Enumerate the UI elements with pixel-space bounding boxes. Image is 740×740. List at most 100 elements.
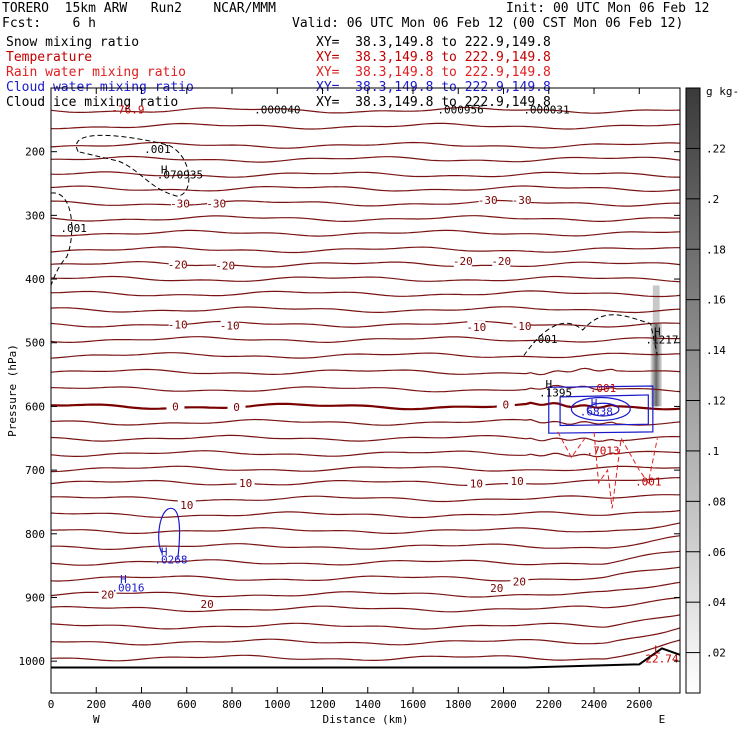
- isotherm-label-bg: [168, 258, 187, 271]
- isotherm-label: -20: [453, 255, 473, 268]
- isotherm-line: [50, 596, 681, 613]
- isotherm-line: [50, 401, 681, 411]
- x-tick-label: 0: [48, 698, 55, 711]
- colorbar-tick-label: .16: [706, 294, 726, 307]
- isotherm-label-bg: [508, 474, 527, 487]
- extremum-label: H: [161, 546, 168, 559]
- cloud-water-contour: [586, 402, 620, 417]
- isotherm-line: [50, 434, 681, 443]
- isotherm-label-bg: [220, 319, 239, 332]
- colorbar-tick-label: .18: [706, 243, 726, 256]
- colorbar: [685, 87, 701, 694]
- isotherm-line: [50, 155, 681, 163]
- legend-name-snow: Snow mixing ratio: [6, 35, 140, 50]
- y-tick-label: 500: [25, 337, 45, 350]
- y-tick-label: 1000: [19, 655, 46, 668]
- isotherm-line: [50, 581, 681, 598]
- isotherm-label: 0: [233, 401, 240, 414]
- isotherm-label: -10: [512, 320, 532, 333]
- isotherm-label-bg: [227, 401, 246, 414]
- extremum-label: H: [591, 397, 598, 410]
- x-tick-label: 1000: [264, 698, 291, 711]
- extremum-label: .1217: [645, 334, 678, 347]
- isotherm-line: [50, 246, 680, 254]
- isotherm-label-bg: [467, 477, 486, 490]
- x-tick-label: 200: [86, 698, 106, 711]
- colorbar-tick-label: .22: [706, 142, 726, 155]
- isotherm-label: -10: [220, 320, 240, 333]
- ice-shading: [650, 323, 662, 407]
- isotherm-line: [50, 215, 680, 223]
- isotherm-line: [50, 550, 681, 566]
- y-tick-label: 800: [25, 528, 45, 541]
- isotherm-line: [50, 336, 681, 344]
- y-tick-label: 700: [25, 464, 45, 477]
- isotherm-label-bg: [177, 499, 196, 512]
- isotherm-label-bg: [216, 259, 235, 272]
- valid-time: Valid: 06 UTC Mon 06 Feb 12 (00 CST Mon …: [292, 16, 684, 31]
- isotherm-label-bg: [207, 197, 226, 210]
- isotherm-line: [50, 352, 681, 359]
- isotherm-label: 10: [239, 477, 252, 490]
- isotherm-line: [51, 522, 681, 534]
- isotherm-line: [51, 535, 681, 551]
- colorbar-tick-label: .08: [706, 495, 726, 508]
- rain-contour: [557, 431, 586, 459]
- colorbar-tick-label: .2: [706, 193, 719, 206]
- isotherm-line: [50, 465, 681, 473]
- legend-xy-temperature: XY= 38.3,149.8 to 222.9,149.8: [316, 50, 551, 65]
- legend-name-rain: Rain water mixing ratio: [6, 65, 187, 80]
- extremum-label: .001: [635, 476, 662, 489]
- extremum-label: H: [654, 325, 661, 338]
- isotherm-label: -30: [206, 197, 226, 210]
- isotherm-label-bg: [198, 597, 217, 610]
- isotherm-line: [51, 199, 680, 207]
- plot-frame: [50, 87, 681, 694]
- isotherm-label-bg: [487, 581, 506, 594]
- y-tick-label: 400: [25, 273, 45, 286]
- snow-contour: [75, 134, 190, 197]
- isotherm-line: [50, 639, 681, 662]
- colorbar-tick-label: .06: [706, 546, 726, 559]
- isotherm-label: -20: [491, 255, 511, 268]
- extremum-label: H: [545, 378, 552, 391]
- legend-xy-cloud-ice: XY= 38.3,149.8 to 222.9,149.8: [316, 95, 551, 110]
- y-axis-title: Pressure (hPa): [6, 344, 19, 437]
- isotherm-line: [50, 627, 681, 646]
- isotherm-label-bg: [478, 194, 497, 207]
- colorbar-tick-label: .1: [706, 445, 719, 458]
- isotherm-label-bg: [453, 255, 472, 268]
- isotherm-line: [50, 171, 680, 178]
- x-tick-label: 600: [177, 698, 197, 711]
- x-endpoint-east: E: [659, 713, 666, 726]
- x-tick-label: 1200: [309, 698, 336, 711]
- isotherm-line: [50, 275, 681, 283]
- isotherm-label-bg: [166, 400, 185, 413]
- isotherm-label: 10: [180, 499, 193, 512]
- isotherm-label-bg: [510, 575, 529, 588]
- isotherm-label: -10: [168, 318, 188, 331]
- isotherm-label-bg: [512, 194, 531, 207]
- snow-contour: [523, 314, 658, 356]
- extremum-label: .7013: [587, 444, 620, 457]
- isotherm-label: 10: [470, 477, 483, 490]
- isotherm-line: [50, 367, 681, 376]
- isotherm-line: [50, 185, 681, 193]
- isotherm-line: [50, 418, 681, 426]
- extremum-label: .0268: [154, 553, 187, 566]
- isotherm-label: 0: [502, 399, 509, 412]
- ice-shading-top: [652, 285, 660, 324]
- x-tick-label: 2600: [626, 698, 653, 711]
- x-endpoint-west: W: [93, 713, 100, 726]
- extremum-label: H: [120, 573, 127, 586]
- isotherm-label: 10: [510, 475, 523, 488]
- isotherm-line: [50, 260, 681, 268]
- isotherm-label-bg: [467, 320, 486, 333]
- y-tick-label: 600: [25, 400, 45, 413]
- snow-contour: [50, 192, 73, 286]
- isotherm-label: -30: [512, 194, 532, 207]
- init-time: Init: 00 UTC Mon 06 Feb 12: [506, 1, 710, 16]
- isotherm-line: [50, 229, 681, 237]
- isotherm-label: -10: [466, 321, 486, 334]
